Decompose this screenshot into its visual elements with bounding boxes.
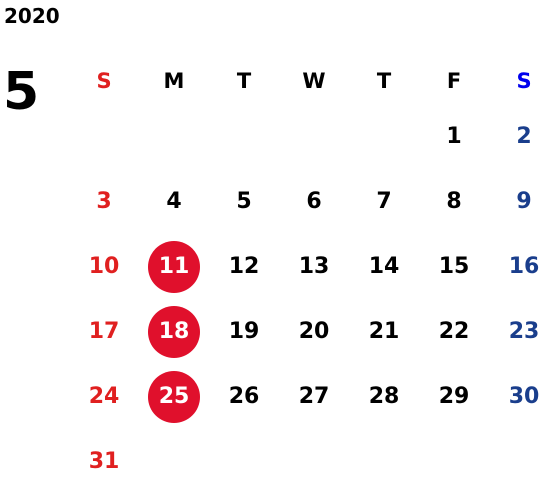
day-cell xyxy=(349,104,419,169)
day-number: 19 xyxy=(228,318,260,344)
weekday-header-wed: W xyxy=(302,68,326,93)
day-cell: 6 xyxy=(279,169,349,234)
day-number: 27 xyxy=(298,383,330,409)
day-cell: 4 xyxy=(139,169,209,234)
day-cell: 28 xyxy=(349,364,419,429)
day-number: 26 xyxy=(228,383,260,409)
day-cell xyxy=(209,429,279,494)
day-number: 14 xyxy=(368,253,400,279)
day-number: 17 xyxy=(88,318,120,344)
day-cell xyxy=(489,429,548,494)
day-cell: 24 xyxy=(69,364,139,429)
day-cell xyxy=(69,104,139,169)
day-cell: 13 xyxy=(279,234,349,299)
day-number: 5 xyxy=(236,188,252,214)
day-cell: 21 xyxy=(349,299,419,364)
day-cell xyxy=(139,104,209,169)
day-cell: 14 xyxy=(349,234,419,299)
day-cell: 31 xyxy=(69,429,139,494)
day-cell: 9 xyxy=(489,169,548,234)
weekday-header-sat: S xyxy=(516,68,532,93)
day-number: 16 xyxy=(508,253,540,279)
day-number: 4 xyxy=(166,188,182,214)
day-cell: 11 xyxy=(139,234,209,299)
day-cell: 2 xyxy=(489,104,548,169)
day-number xyxy=(218,436,270,488)
day-cell: 29 xyxy=(419,364,489,429)
day-cell: 16 xyxy=(489,234,548,299)
day-number: 25 xyxy=(148,370,200,423)
day-cell xyxy=(419,429,489,494)
day-number: 2 xyxy=(516,123,532,149)
day-cell: 1 xyxy=(419,104,489,169)
day-cell: 5 xyxy=(209,169,279,234)
day-cell: 25 xyxy=(139,364,209,429)
day-number xyxy=(288,111,340,163)
day-cell: 27 xyxy=(279,364,349,429)
day-number xyxy=(148,436,200,488)
day-number: 30 xyxy=(508,383,540,409)
day-number: 15 xyxy=(438,253,470,279)
day-number: 29 xyxy=(438,383,470,409)
day-cell: 12 xyxy=(209,234,279,299)
day-number xyxy=(358,111,410,163)
day-cell: 17 xyxy=(69,299,139,364)
year-label: 2020 xyxy=(4,4,60,28)
day-cell xyxy=(279,104,349,169)
weekday-header-thu: T xyxy=(376,68,392,93)
day-number: 10 xyxy=(88,253,120,279)
day-number: 21 xyxy=(368,318,400,344)
day-cell xyxy=(139,429,209,494)
day-number: 6 xyxy=(306,188,322,214)
day-number: 12 xyxy=(228,253,260,279)
day-cell xyxy=(279,429,349,494)
day-number: 13 xyxy=(298,253,330,279)
calendar-grid: S M T W T F S 1 2 3 4 5 6 7 8 9 10 11 12… xyxy=(69,58,548,494)
weekday-header-mon: M xyxy=(163,68,185,93)
day-cell: 18 xyxy=(139,299,209,364)
month-label: 5 xyxy=(3,62,40,122)
day-number: 24 xyxy=(88,383,120,409)
day-number xyxy=(288,436,340,488)
day-cell: 23 xyxy=(489,299,548,364)
day-number: 20 xyxy=(298,318,330,344)
day-cell: 30 xyxy=(489,364,548,429)
day-number xyxy=(218,111,270,163)
day-cell: 7 xyxy=(349,169,419,234)
day-cell xyxy=(209,104,279,169)
day-number xyxy=(148,111,200,163)
day-number: 11 xyxy=(148,240,200,293)
day-number: 9 xyxy=(516,188,532,214)
day-cell: 20 xyxy=(279,299,349,364)
day-number: 18 xyxy=(148,305,200,358)
day-number: 31 xyxy=(88,448,120,474)
day-number: 1 xyxy=(446,123,462,149)
day-cell: 3 xyxy=(69,169,139,234)
day-cell xyxy=(349,429,419,494)
weekday-header-tue: T xyxy=(236,68,252,93)
day-number: 7 xyxy=(376,188,392,214)
weekday-header-sun: S xyxy=(96,68,112,93)
day-number xyxy=(428,436,480,488)
day-cell: 26 xyxy=(209,364,279,429)
day-number xyxy=(358,436,410,488)
day-cell: 15 xyxy=(419,234,489,299)
day-number: 3 xyxy=(96,188,112,214)
day-number: 23 xyxy=(508,318,540,344)
day-number xyxy=(498,436,548,488)
day-number: 22 xyxy=(438,318,470,344)
day-cell: 10 xyxy=(69,234,139,299)
day-number: 8 xyxy=(446,188,462,214)
weekday-header-fri: F xyxy=(446,68,462,93)
day-cell: 8 xyxy=(419,169,489,234)
day-cell: 19 xyxy=(209,299,279,364)
day-cell: 22 xyxy=(419,299,489,364)
day-number: 28 xyxy=(368,383,400,409)
day-number xyxy=(78,111,130,163)
